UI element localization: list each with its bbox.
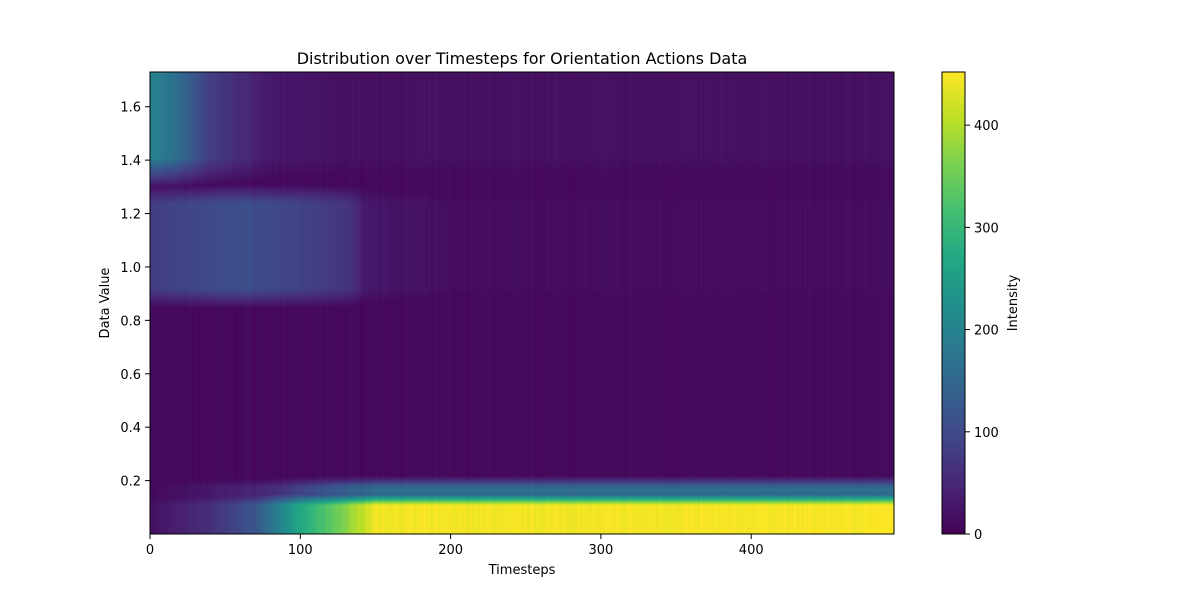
colorbar: 0 100 200 300 400 Intensity [941,71,1021,543]
y-tick-label: 1.6 [120,101,141,116]
x-axis-label: Timesteps [488,563,556,578]
colorbar-ticks: 0 100 200 300 400 [965,119,999,543]
colorbar-tick-label: 300 [974,221,999,236]
y-tick-label: 1.4 [120,154,141,169]
x-tick-label: 400 [739,543,764,558]
x-tick-label: 300 [588,543,613,558]
x-tick-label: 0 [146,543,154,558]
x-axis: 0 100 200 300 400 [146,534,764,558]
colorbar-tick-label: 200 [974,324,999,339]
heatmap-canvas [150,72,894,534]
colorbar-tick-label: 0 [974,528,982,543]
x-tick-label: 200 [438,543,463,558]
y-tick-label: 0.8 [120,314,141,329]
y-tick-label: 0.4 [120,421,141,436]
colorbar-tick-label: 100 [974,426,999,441]
chart-title: Distribution over Timesteps for Orientat… [297,49,748,68]
heatmap-canvas-wrap [150,72,894,534]
plot-area [149,71,895,535]
colorbar-label: Intensity [1006,274,1021,331]
colorbar-tick-label: 400 [974,119,999,134]
colorbar-bar [941,71,966,535]
y-axis-label: Data Value [98,268,113,339]
y-tick-label: 1.2 [120,208,141,223]
plot-frame [149,71,895,535]
x-tick-label: 100 [288,543,313,558]
y-tick-label: 0.6 [120,368,141,383]
y-tick-label: 0.2 [120,475,141,490]
y-tick-label: 1.0 [120,261,141,276]
y-axis: 0.2 0.4 0.6 0.8 1.0 1.2 1.4 1.6 [120,101,150,490]
